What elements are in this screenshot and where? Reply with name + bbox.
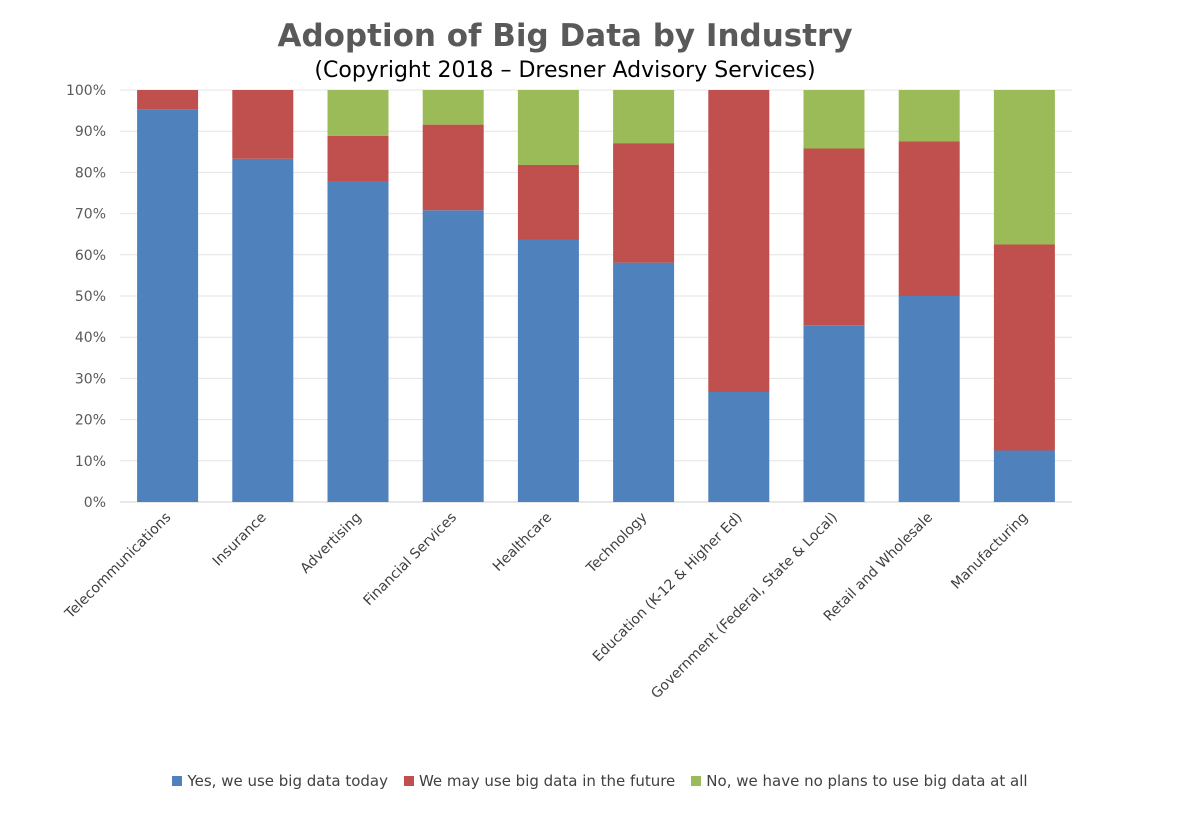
bar-segment [898,296,960,502]
y-tick-label: 50% [75,289,106,305]
bar-segment [613,143,675,263]
bar-segment [327,90,389,136]
legend-swatch [172,776,183,786]
bar-segment [137,90,199,110]
legend-label: No, we have no plans to use big data at … [706,772,1028,790]
x-category-label: Financial Services [360,510,460,610]
bar-segment [232,158,294,502]
bar-segment [327,135,389,182]
bar-segment [708,391,770,502]
legend-item: We may use big data in the future [403,772,676,790]
bar-segment [803,148,865,326]
legend: Yes, we use big data today We may use big… [0,772,1200,790]
bar-segment [517,239,579,502]
bar-segment [993,450,1055,502]
y-tick-label: 60% [75,248,106,264]
y-tick-label: 70% [75,207,106,223]
bar-segment [898,141,960,296]
x-category-label: Retail and Wholesale [821,510,936,625]
y-tick-label: 90% [75,124,106,140]
x-category-label: Advertising [298,510,365,577]
bar-segment [613,90,675,144]
bar-segment [708,90,770,392]
legend-item: Yes, we use big data today [172,772,388,790]
y-tick-label: 20% [75,413,106,429]
legend-swatch [403,776,414,786]
bar-segment [803,325,865,502]
x-category-label: Manufacturing [948,510,1031,593]
x-category-label: Telecommunications [61,510,174,623]
bar-segment [517,164,579,240]
bar-segment [422,90,484,125]
y-tick-label: 40% [75,330,106,346]
x-category-label: Healthcare [490,510,555,575]
x-category-label: Education (K-12 & Higher Ed) [590,510,746,666]
chart-subtitle: (Copyright 2018 – Dresner Advisory Servi… [314,58,816,83]
y-tick-label: 80% [75,165,106,181]
legend-label: We may use big data in the future [418,772,676,790]
bar-segment [803,90,865,149]
chart-title: Adoption of Big Data by Industry [277,18,853,54]
x-category-label: Government (Federal, State & Local) [648,510,841,703]
bar-segment [993,244,1055,451]
legend-item: No, we have no plans to use big data at … [691,772,1028,790]
x-category-label: Technology [583,510,650,577]
legend-label: Yes, we use big data today [187,772,388,790]
bar-segment [327,181,389,503]
y-tick-label: 100% [66,83,106,99]
bar-segment [898,90,960,142]
x-category-label: Insurance [210,510,270,570]
legend-swatch [691,776,702,786]
bar-segment [422,124,484,211]
bar-segment [613,262,675,502]
bar-segment [993,90,1055,245]
y-tick-label: 30% [75,371,106,387]
bar-segment [422,210,484,502]
y-tick-label: 10% [75,454,106,470]
bar-segment [137,109,199,502]
y-tick-label: 0% [84,495,106,511]
bar-segment [517,90,579,165]
bar-segment [232,90,294,159]
